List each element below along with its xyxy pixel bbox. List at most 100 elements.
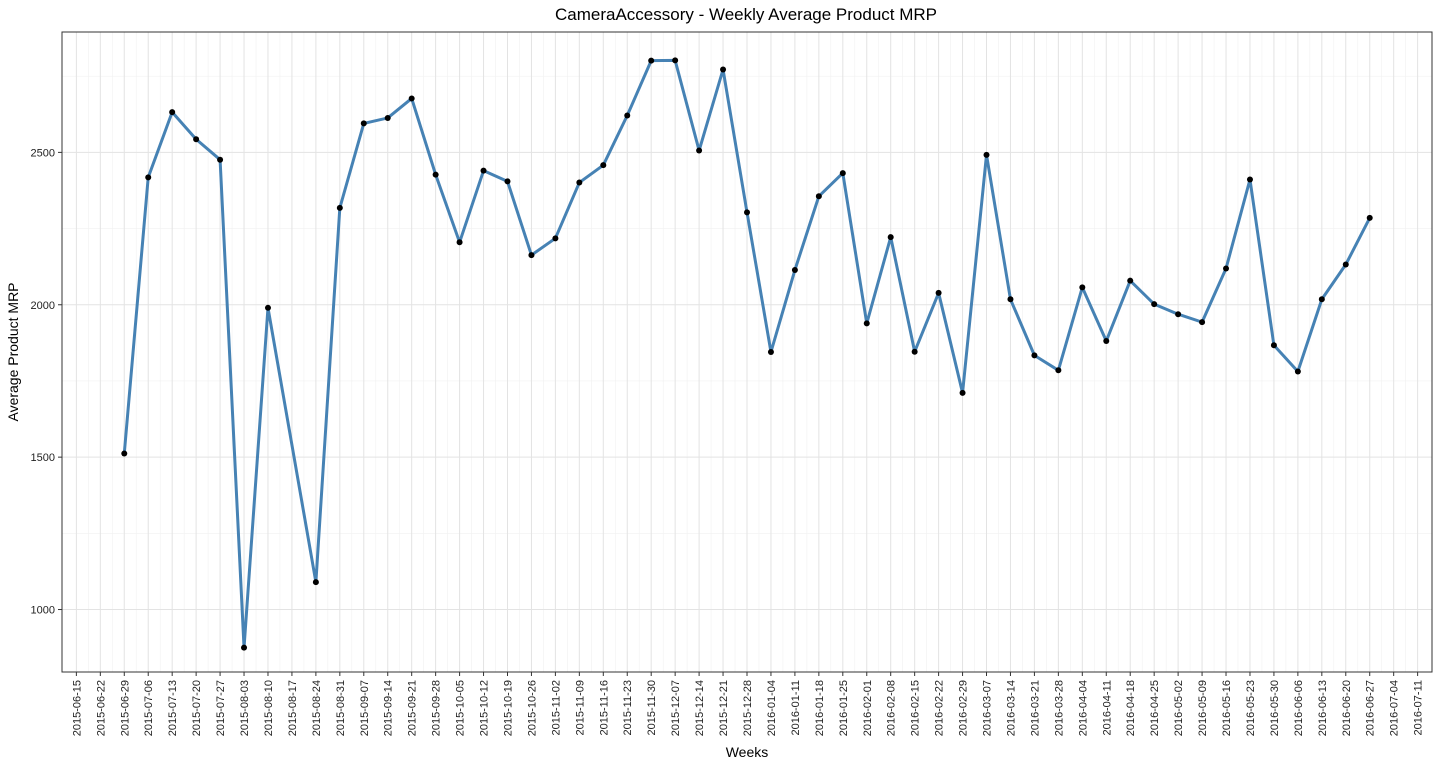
data-point xyxy=(1199,319,1206,326)
y-axis-title: Average Product MRP xyxy=(5,282,21,421)
x-tick-label: 2015-09-14 xyxy=(383,680,395,736)
data-point xyxy=(600,162,607,169)
x-tick-label: 2016-02-08 xyxy=(886,680,898,736)
x-tick-label: 2016-06-13 xyxy=(1317,680,1329,736)
y-tick-label: 1500 xyxy=(31,452,55,464)
data-point xyxy=(408,95,415,102)
x-tick-label: 2015-08-17 xyxy=(287,680,299,736)
x-tick-label: 2015-12-21 xyxy=(718,680,730,736)
data-point xyxy=(839,170,846,177)
x-tick-label: 2016-05-23 xyxy=(1245,680,1257,736)
x-tick-label: 2016-03-28 xyxy=(1053,680,1065,736)
x-tick-label: 2016-06-20 xyxy=(1341,680,1353,736)
x-tick-label: 2015-11-02 xyxy=(550,680,562,735)
data-point xyxy=(169,109,176,116)
grid-major xyxy=(62,32,1432,672)
data-point xyxy=(1079,284,1086,291)
data-point xyxy=(1342,261,1349,268)
x-tick-label: 2015-09-28 xyxy=(431,680,443,736)
x-tick-label: 2015-09-07 xyxy=(359,680,371,736)
data-point xyxy=(1031,352,1038,359)
x-axis-title: Weeks xyxy=(726,744,769,760)
x-tick-label: 2015-11-09 xyxy=(574,680,586,735)
y-tick-label: 2500 xyxy=(31,147,55,159)
data-point xyxy=(959,389,966,396)
data-point xyxy=(815,193,822,200)
grid-minor xyxy=(62,32,1432,672)
x-tick-label: 2016-05-16 xyxy=(1221,680,1233,736)
x-tick-label: 2016-04-11 xyxy=(1101,680,1113,735)
data-point xyxy=(312,579,319,586)
data-point xyxy=(1246,176,1253,183)
x-tick-label: 2016-04-04 xyxy=(1077,680,1089,736)
x-tick-label: 2015-08-10 xyxy=(263,680,275,736)
data-point xyxy=(720,66,727,73)
data-point xyxy=(217,156,224,163)
x-tick-label: 2016-01-18 xyxy=(814,680,826,736)
x-tick-label: 2015-12-14 xyxy=(694,680,706,736)
data-point xyxy=(1055,367,1062,374)
data-point xyxy=(384,114,391,121)
x-tick-label: 2016-05-30 xyxy=(1269,680,1281,736)
data-point xyxy=(1007,296,1014,303)
data-point xyxy=(456,239,463,246)
data-point xyxy=(887,234,894,241)
data-point xyxy=(1175,311,1182,318)
chart-title: CameraAccessory - Weekly Average Product… xyxy=(555,5,937,24)
data-point xyxy=(336,204,343,211)
x-tick-label: 2015-06-15 xyxy=(71,680,83,736)
data-point xyxy=(145,174,152,181)
x-tick-label: 2016-02-22 xyxy=(934,680,946,736)
x-tick-label: 2015-11-30 xyxy=(646,680,658,735)
series-layer xyxy=(121,57,1373,651)
x-tick-label: 2015-07-27 xyxy=(215,680,227,736)
data-point xyxy=(744,209,750,216)
x-tick-label: 2016-01-25 xyxy=(838,680,850,736)
data-point xyxy=(791,267,798,274)
x-tick-label: 2016-06-06 xyxy=(1293,680,1305,736)
data-point xyxy=(1270,342,1277,349)
data-point xyxy=(935,289,942,296)
x-tick-label: 2016-03-14 xyxy=(1005,680,1017,736)
data-point xyxy=(264,304,271,311)
x-tick-label: 2015-06-22 xyxy=(95,680,107,736)
x-tick-label: 2016-07-11 xyxy=(1413,680,1425,735)
x-axis: 2015-06-15 2015-06-22 2015-06-29 2015-07-06… xyxy=(71,672,1425,736)
data-point xyxy=(121,450,128,457)
x-tick-label: 2015-10-12 xyxy=(479,680,491,736)
data-point xyxy=(552,235,559,242)
x-tick-label: 2016-02-15 xyxy=(910,680,922,736)
x-tick-label: 2016-06-27 xyxy=(1365,680,1377,736)
data-point xyxy=(193,136,200,143)
data-point xyxy=(767,349,774,355)
x-tick-label: 2015-07-06 xyxy=(143,680,155,736)
y-tick-label: 2000 xyxy=(31,300,55,312)
data-point xyxy=(1318,296,1325,303)
x-tick-label: 2016-01-04 xyxy=(766,680,778,736)
x-tick-label: 2016-07-04 xyxy=(1389,680,1401,736)
x-tick-label: 2015-08-03 xyxy=(239,680,251,736)
x-tick-label: 2016-02-29 xyxy=(958,680,970,736)
data-point xyxy=(696,147,703,154)
data-point xyxy=(1151,301,1158,308)
data-point xyxy=(1103,338,1110,345)
data-point xyxy=(432,171,439,178)
x-tick-label: 2015-12-28 xyxy=(742,680,754,736)
data-point xyxy=(360,120,367,127)
data-point xyxy=(241,644,248,651)
data-point xyxy=(576,179,583,186)
x-tick-label: 2015-07-20 xyxy=(191,680,203,736)
series-line xyxy=(122,58,1372,650)
x-tick-label: 2015-10-26 xyxy=(526,680,538,736)
x-tick-label: 2016-04-18 xyxy=(1125,680,1137,736)
data-point xyxy=(528,252,535,259)
y-tick-label: 1000 xyxy=(31,605,55,617)
data-point xyxy=(672,57,679,64)
x-tick-label: 2015-07-13 xyxy=(167,680,179,736)
x-tick-label: 2015-09-21 xyxy=(407,680,419,736)
data-point xyxy=(1366,214,1373,221)
x-tick-label: 2016-05-09 xyxy=(1197,680,1209,736)
data-point xyxy=(1127,277,1134,284)
data-point xyxy=(863,320,870,327)
